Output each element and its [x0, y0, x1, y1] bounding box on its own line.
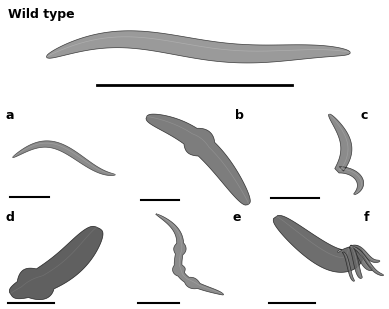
Text: f: f: [363, 211, 369, 224]
Text: c: c: [361, 109, 368, 122]
Text: d: d: [5, 211, 14, 224]
Polygon shape: [350, 245, 373, 271]
Polygon shape: [9, 226, 103, 300]
Text: a: a: [5, 109, 14, 122]
Text: b: b: [235, 109, 244, 122]
Polygon shape: [46, 31, 350, 63]
Polygon shape: [342, 252, 354, 281]
Polygon shape: [156, 214, 224, 295]
Text: Wild type: Wild type: [8, 8, 74, 21]
Polygon shape: [329, 114, 364, 195]
Polygon shape: [350, 246, 384, 276]
Polygon shape: [273, 215, 363, 272]
Polygon shape: [350, 245, 380, 263]
Polygon shape: [349, 246, 362, 278]
Text: e: e: [233, 211, 242, 224]
Polygon shape: [146, 114, 250, 205]
Polygon shape: [12, 141, 115, 176]
